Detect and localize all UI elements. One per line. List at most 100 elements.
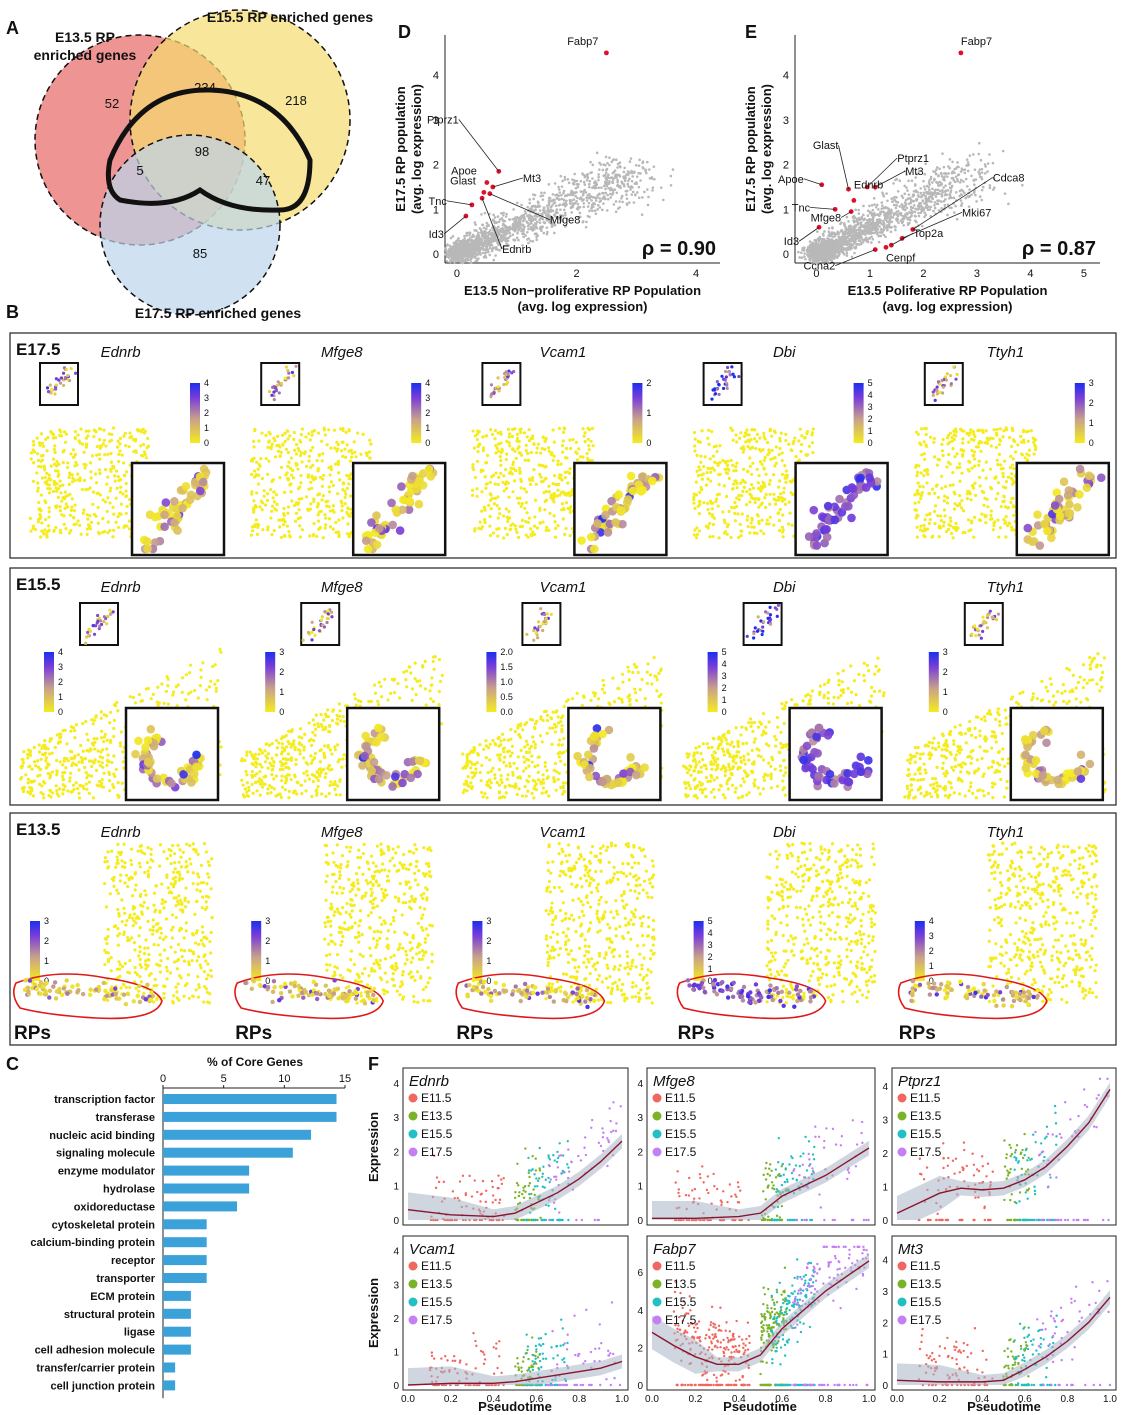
cell-point: [253, 475, 257, 479]
cell-point: [111, 464, 115, 468]
cell-point: [333, 446, 337, 450]
cell-point: [97, 452, 102, 457]
gene-point: [460, 247, 464, 251]
cell-point: [346, 506, 350, 511]
gene-point: [501, 228, 505, 232]
gene-point: [905, 206, 909, 210]
gene-point: [930, 200, 933, 203]
gene-point: [952, 196, 956, 200]
highlight-gene-point: [958, 50, 964, 56]
inset-cell-point: [638, 485, 647, 495]
cell-point: [44, 517, 48, 522]
cell-point: [61, 460, 65, 465]
y-tick-label: 0: [433, 249, 439, 261]
gene-point: [851, 215, 855, 219]
gene-point: [616, 180, 619, 184]
cell-point: [341, 487, 345, 492]
gene-point: [588, 196, 592, 200]
gene-point: [502, 214, 505, 217]
gene-point: [528, 198, 532, 201]
cell-point: [577, 447, 581, 451]
cell-point: [552, 440, 556, 444]
cell-point: [108, 489, 112, 493]
gene-point: [464, 252, 468, 256]
gene-point: [1007, 202, 1010, 206]
gene-point: [573, 191, 576, 195]
cell-point: [519, 479, 523, 484]
inset-cell-point: [414, 499, 424, 509]
cell-point: [516, 447, 520, 451]
cell-point: [529, 450, 533, 455]
gene-point: [892, 182, 895, 185]
cell-point: [43, 475, 47, 480]
cell-point: [282, 506, 286, 511]
gene-point: [876, 231, 879, 234]
gene-point: [502, 244, 506, 248]
cell-point: [765, 440, 770, 445]
gene-point: [854, 237, 858, 241]
cell-point: [707, 511, 712, 516]
gene-point: [943, 203, 947, 207]
cell-point: [488, 514, 492, 519]
gene-point: [868, 211, 872, 215]
cell-point: [745, 518, 749, 522]
gene-point: [991, 161, 995, 165]
cell-point: [82, 450, 86, 454]
cell-point: [507, 509, 511, 514]
gene-label: Top2a: [913, 228, 944, 240]
gene-point: [485, 245, 489, 249]
gene-point: [483, 251, 487, 255]
gene-point: [570, 199, 573, 202]
gene-point: [614, 176, 618, 180]
gene-point: [980, 188, 984, 192]
gene-point: [814, 240, 818, 244]
gene-point: [555, 208, 559, 211]
cell-point: [89, 476, 93, 480]
highlight-gene-point: [484, 180, 490, 185]
cell-point: [780, 459, 784, 463]
gene-point: [624, 189, 628, 193]
cell-point: [71, 480, 75, 484]
gene-point: [935, 192, 939, 196]
cell-point: [302, 452, 307, 456]
cell-point: [575, 458, 580, 462]
gene-point: [953, 211, 956, 214]
x-axis-label: E13.5 Non−proliferative RP Population: [464, 283, 701, 298]
gene-point: [949, 195, 952, 199]
inset-cell-point: [361, 536, 371, 546]
gene-point: [992, 188, 995, 191]
cell-point: [47, 491, 52, 495]
cell-point: [735, 461, 739, 465]
inset-cell-point: [372, 540, 382, 550]
gene-point: [641, 166, 645, 169]
inset-cell-point: [66, 373, 70, 378]
cell-point: [524, 449, 528, 453]
gene-point: [582, 205, 586, 209]
gene-point: [483, 211, 487, 215]
gene-point: [470, 249, 474, 253]
cell-point: [706, 501, 710, 505]
gene-point: [902, 214, 905, 218]
cell-point: [283, 439, 287, 444]
gene-point: [913, 210, 917, 214]
gene-point: [606, 197, 610, 201]
label-leader-line: [443, 215, 467, 235]
cell-point: [339, 449, 344, 453]
cell-point: [529, 527, 533, 531]
gene-point: [449, 236, 453, 240]
gene-point: [526, 205, 529, 209]
cell-point: [296, 446, 300, 451]
inset-cell-point: [173, 526, 182, 535]
gene-point: [849, 238, 853, 242]
gene-label: Ptprz1: [897, 153, 929, 165]
gene-point: [547, 201, 551, 205]
inset-cell-point: [397, 482, 406, 491]
gene-point: [852, 225, 855, 229]
cell-point: [476, 429, 480, 433]
gene-point: [532, 225, 535, 229]
cell-point: [78, 523, 82, 527]
cell-point: [285, 429, 289, 433]
cell-point: [97, 427, 101, 431]
cell-point: [567, 491, 571, 495]
